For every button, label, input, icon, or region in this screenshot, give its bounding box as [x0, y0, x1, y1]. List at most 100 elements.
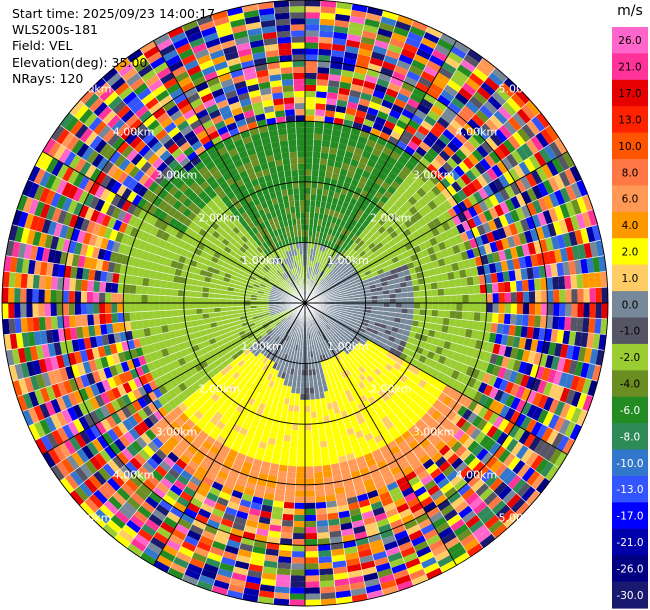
velocity-gate [100, 356, 109, 369]
velocity-gate [256, 303, 263, 306]
velocity-gate [583, 347, 593, 364]
velocity-gate [564, 275, 572, 290]
velocity-gate [335, 443, 345, 452]
velocity-gate [312, 224, 318, 232]
velocity-gate [219, 465, 232, 475]
velocity-gate [342, 156, 352, 165]
velocity-gate [190, 308, 197, 315]
velocity-gate [432, 303, 439, 310]
velocity-gate [205, 557, 221, 569]
velocity-gate [310, 194, 317, 201]
velocity-gate [155, 448, 168, 461]
velocity-gate [244, 327, 251, 334]
velocity-gate [337, 424, 347, 432]
velocity-gate [417, 277, 425, 285]
velocity-gate [141, 311, 149, 321]
velocity-gate [506, 153, 519, 168]
velocity-gate [329, 263, 336, 270]
velocity-gate [429, 174, 441, 186]
velocity-gate [446, 184, 457, 197]
velocity-gate [161, 324, 169, 334]
velocity-gate [289, 599, 305, 606]
velocity-gate [375, 242, 384, 250]
velocity-gate [272, 362, 278, 370]
velocity-gate [26, 288, 33, 303]
velocity-gate [167, 399, 178, 410]
velocity-gate [321, 334, 327, 341]
velocity-gate [350, 587, 367, 597]
velocity-gate [340, 75, 353, 84]
velocity-gate [486, 303, 493, 313]
velocity-gate [559, 289, 566, 303]
velocity-gate [315, 501, 327, 509]
velocity-gate [209, 317, 217, 324]
velocity-gate [377, 371, 387, 381]
velocity-gate [94, 198, 106, 212]
velocity-gate [486, 293, 493, 303]
velocity-gate [107, 216, 117, 230]
velocity-gate [220, 294, 227, 299]
velocity-gate [261, 278, 269, 284]
velocity-gate [100, 270, 108, 283]
velocity-gate [542, 411, 555, 427]
velocity-gate [101, 260, 110, 272]
velocity-gate [543, 194, 554, 210]
velocity-gate [187, 332, 196, 341]
velocity-gate [334, 309, 341, 313]
velocity-gate [438, 460, 451, 473]
velocity-gate [472, 190, 484, 203]
velocity-gate [317, 276, 322, 283]
velocity-gate [269, 322, 276, 328]
velocity-gate [275, 343, 281, 351]
velocity-gate [172, 359, 181, 369]
velocity-gate [415, 433, 427, 445]
velocity-gate [319, 312, 326, 318]
velocity-gate [525, 139, 539, 155]
velocity-gate [366, 527, 380, 538]
velocity-gate [528, 278, 535, 292]
velocity-gate [595, 303, 602, 319]
velocity-gate [41, 247, 51, 263]
velocity-gate [488, 332, 497, 344]
velocity-gate [324, 352, 330, 360]
velocity-gate [586, 332, 595, 349]
velocity-gate [476, 174, 488, 188]
velocity-gate [532, 266, 540, 279]
velocity-gate [308, 230, 313, 237]
velocity-gate [183, 433, 195, 445]
velocity-gate [261, 572, 277, 581]
velocity-gate [282, 310, 289, 314]
velocity-gate [56, 237, 65, 252]
velocity-gate [341, 333, 348, 340]
velocity-gate [427, 484, 441, 497]
velocity-gate [389, 303, 396, 308]
velocity-gate [305, 24, 320, 31]
velocity-gate [383, 540, 399, 551]
velocity-gate [486, 167, 499, 181]
velocity-gate [191, 424, 202, 435]
velocity-gate [574, 331, 583, 347]
velocity-gate [380, 166, 391, 176]
velocity-gate [214, 455, 226, 465]
velocity-gate [564, 316, 572, 331]
velocity-gate [148, 513, 164, 527]
velocity-gate [291, 380, 297, 388]
velocity-gate [424, 315, 432, 323]
velocity-gate [536, 252, 545, 266]
velocity-gate [325, 165, 334, 173]
velocity-gate [57, 264, 66, 278]
velocity-gate [320, 271, 325, 278]
velocity-gate [3, 334, 12, 351]
velocity-gate [285, 348, 290, 355]
velocity-gate [556, 435, 570, 452]
velocity-gate [323, 317, 330, 323]
velocity-gate [401, 81, 415, 93]
velocity-gate [415, 512, 430, 525]
velocity-gate [418, 388, 428, 399]
velocity-gate [268, 360, 275, 368]
velocity-gate [159, 310, 167, 319]
velocity-gate [467, 285, 475, 295]
velocity-gate [349, 158, 360, 168]
velocity-gate [312, 435, 320, 443]
velocity-gate [122, 381, 133, 394]
